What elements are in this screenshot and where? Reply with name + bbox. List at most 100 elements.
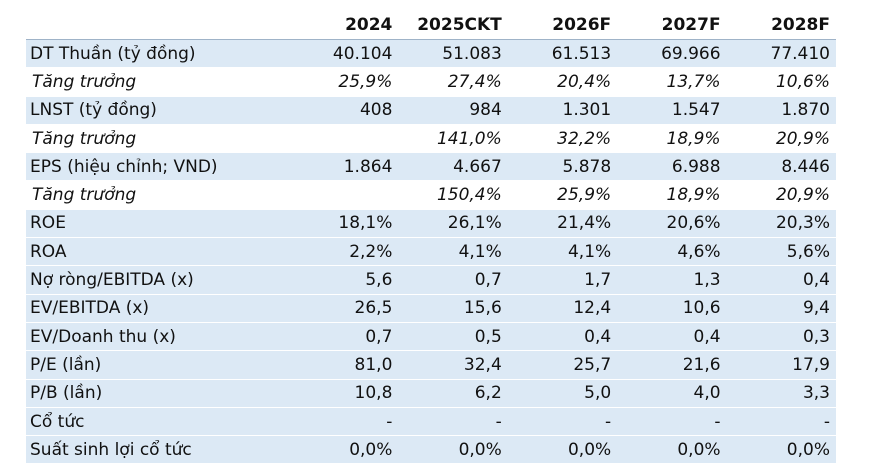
row-value-2025ckt: 141,0% bbox=[398, 124, 508, 154]
table-row: ROE 18,1% 26,1% 21,4% 20,6% 20,3% bbox=[26, 209, 836, 239]
row-value-2025ckt: 26,1% bbox=[398, 209, 508, 239]
row-value-2027f: 4,0 bbox=[617, 379, 727, 408]
row-value-2025ckt: 4.667 bbox=[398, 152, 508, 182]
financial-forecast-table: 2024 2025CKT 2026F 2027F 2028F DT Thuần … bbox=[26, 10, 836, 465]
row-value-2024: - bbox=[289, 407, 399, 437]
row-value-2028f: 9,4 bbox=[726, 294, 836, 323]
row-value-2024: 1.864 bbox=[289, 152, 399, 182]
row-value-2028f: 20,9% bbox=[726, 180, 836, 210]
row-value-2026f: 1,7 bbox=[507, 265, 618, 295]
row-value-2026f: 20,4% bbox=[507, 67, 618, 97]
row-value-2024: 10,8 bbox=[289, 379, 399, 408]
table-row: Cổ tức - - - - - bbox=[26, 407, 836, 437]
row-value-2024: 5,6 bbox=[289, 265, 399, 295]
row-value-2027f: 1.547 bbox=[617, 96, 727, 125]
row-value-2024: 0,0% bbox=[289, 435, 399, 465]
row-value-2027f: 18,9% bbox=[617, 124, 727, 154]
row-value-2028f: 0,3 bbox=[726, 322, 836, 352]
row-value-2026f: 32,2% bbox=[507, 124, 618, 154]
row-value-2024: 2,2% bbox=[289, 237, 399, 267]
row-value-2028f: 77.410 bbox=[726, 39, 836, 69]
table-row: DT Thuần (tỷ đồng) 40.104 51.083 61.513 69.9… bbox=[26, 39, 836, 69]
row-value-2027f: 20,6% bbox=[617, 209, 727, 239]
row-value-2028f: 20,9% bbox=[726, 124, 836, 154]
row-value-2025ckt: 15,6 bbox=[398, 294, 508, 323]
table-row: EPS (hiệu chỉnh; VND) 1.864 4.667 5.878 6.98… bbox=[26, 152, 836, 182]
row-label: ROA bbox=[26, 237, 289, 267]
row-value-2027f: 0,0% bbox=[617, 435, 727, 465]
row-label: DT Thuần (tỷ đồng) bbox=[26, 39, 289, 69]
header-cell-2025ckt: 2025CKT bbox=[398, 10, 508, 40]
row-label: P/B (lần) bbox=[26, 379, 289, 408]
row-value-2025ckt: 0,5 bbox=[398, 322, 508, 352]
row-value-2025ckt: 6,2 bbox=[398, 379, 508, 408]
row-value-2025ckt: 27,4% bbox=[398, 67, 508, 97]
row-value-2028f: 3,3 bbox=[726, 379, 836, 408]
row-value-2028f: 8.446 bbox=[726, 152, 836, 182]
row-value-2024: 25,9% bbox=[289, 67, 399, 97]
table-row: P/B (lần) 10,8 6,2 5,0 4,0 3,3 bbox=[26, 379, 836, 408]
table-row: ROA 2,2% 4,1% 4,1% 4,6% 5,6% bbox=[26, 237, 836, 267]
row-value-2025ckt: 0,0% bbox=[398, 435, 508, 465]
row-value-2024: 81,0 bbox=[289, 350, 399, 380]
table-header-row: 2024 2025CKT 2026F 2027F 2028F bbox=[26, 10, 836, 40]
row-value-2028f: 5,6% bbox=[726, 237, 836, 267]
header-cell-2024: 2024 bbox=[289, 10, 399, 40]
header-cell-2028f: 2028F bbox=[726, 10, 836, 40]
table-row: P/E (lần) 81,0 32,4 25,7 21,6 17,9 bbox=[26, 350, 836, 380]
table-row: Nợ ròng/EBITDA (x) 5,6 0,7 1,7 1,3 0,4 bbox=[26, 265, 836, 295]
row-value-2024: 408 bbox=[289, 96, 399, 125]
row-value-2024 bbox=[289, 124, 399, 154]
row-label: Suất sinh lợi cổ tức bbox=[26, 435, 289, 465]
row-label: EV/EBITDA (x) bbox=[26, 294, 289, 323]
header-cell-label bbox=[26, 10, 289, 40]
row-value-2028f: 10,6% bbox=[726, 67, 836, 97]
row-value-2024: 0,7 bbox=[289, 322, 399, 352]
row-label: EPS (hiệu chỉnh; VND) bbox=[26, 152, 289, 182]
header-cell-2027f: 2027F bbox=[617, 10, 727, 40]
row-value-2025ckt: 0,7 bbox=[398, 265, 508, 295]
table-row: EV/Doanh thu (x) 0,7 0,5 0,4 0,4 0,3 bbox=[26, 322, 836, 352]
table-row: Suất sinh lợi cổ tức 0,0% 0,0% 0,0% 0,0% 0,0% bbox=[26, 435, 836, 465]
row-value-2027f: 21,6 bbox=[617, 350, 727, 380]
row-value-2027f: 69.966 bbox=[617, 39, 727, 69]
row-value-2026f: 5.878 bbox=[507, 152, 618, 182]
table-row: Tăng trưởng 150,4% 25,9% 18,9% 20,9% bbox=[26, 180, 836, 210]
table-row: Tăng trưởng 25,9% 27,4% 20,4% 13,7% 10,6% bbox=[26, 67, 836, 97]
row-label: LNST (tỷ đồng) bbox=[26, 96, 289, 125]
row-value-2025ckt: 4,1% bbox=[398, 237, 508, 267]
row-value-2027f: 0,4 bbox=[617, 322, 727, 352]
row-value-2024: 18,1% bbox=[289, 209, 399, 239]
row-value-2027f: 10,6 bbox=[617, 294, 727, 323]
row-value-2025ckt: 984 bbox=[398, 96, 508, 125]
row-value-2026f: 0,4 bbox=[507, 322, 618, 352]
row-value-2026f: 25,9% bbox=[507, 180, 618, 210]
row-value-2028f: 17,9 bbox=[726, 350, 836, 380]
row-label: Tăng trưởng bbox=[26, 124, 289, 154]
header-cell-2026f: 2026F bbox=[507, 10, 618, 40]
row-label: Tăng trưởng bbox=[26, 180, 289, 210]
row-value-2026f: 0,0% bbox=[507, 435, 618, 465]
row-value-2024: 26,5 bbox=[289, 294, 399, 323]
table-row: Tăng trưởng 141,0% 32,2% 18,9% 20,9% bbox=[26, 124, 836, 154]
row-label: EV/Doanh thu (x) bbox=[26, 322, 289, 352]
table-body: DT Thuần (tỷ đồng) 40.104 51.083 61.513 69.9… bbox=[26, 39, 836, 465]
row-value-2026f: 4,1% bbox=[507, 237, 618, 267]
row-value-2028f: 0,0% bbox=[726, 435, 836, 465]
row-value-2024 bbox=[289, 180, 399, 210]
row-value-2028f: 0,4 bbox=[726, 265, 836, 295]
row-label: ROE bbox=[26, 209, 289, 239]
row-value-2025ckt: 51.083 bbox=[398, 39, 508, 69]
row-label: P/E (lần) bbox=[26, 350, 289, 380]
row-value-2025ckt: - bbox=[398, 407, 508, 437]
table-row: LNST (tỷ đồng) 408 984 1.301 1.547 1.870 bbox=[26, 96, 836, 125]
row-value-2027f: 18,9% bbox=[617, 180, 727, 210]
row-value-2025ckt: 32,4 bbox=[398, 350, 508, 380]
row-value-2026f: 12,4 bbox=[507, 294, 618, 323]
row-label: Nợ ròng/EBITDA (x) bbox=[26, 265, 289, 295]
row-value-2025ckt: 150,4% bbox=[398, 180, 508, 210]
table-row: EV/EBITDA (x) 26,5 15,6 12,4 10,6 9,4 bbox=[26, 294, 836, 323]
row-value-2028f: 20,3% bbox=[726, 209, 836, 239]
row-value-2026f: 5,0 bbox=[507, 379, 618, 408]
row-value-2024: 40.104 bbox=[289, 39, 399, 69]
